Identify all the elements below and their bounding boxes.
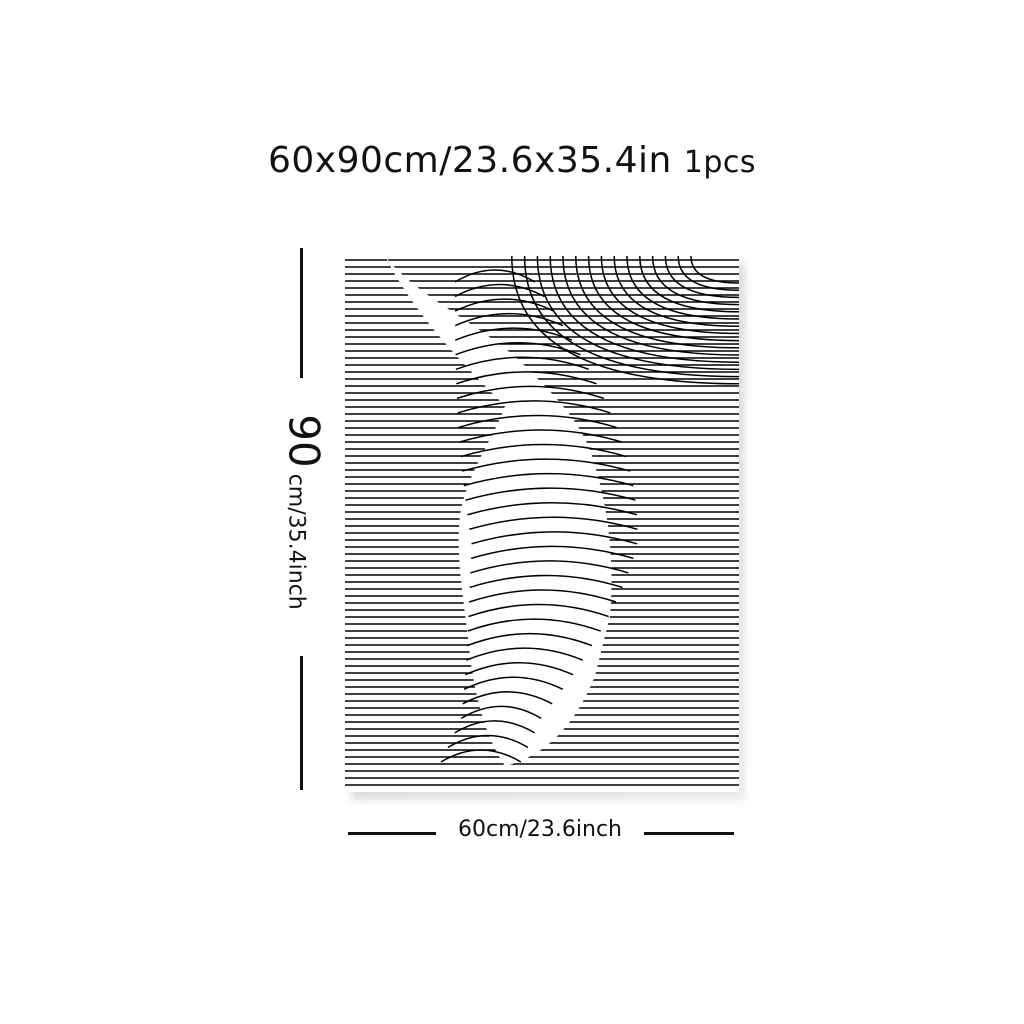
arm-contour (469, 574, 623, 589)
arm-contour (460, 443, 627, 458)
product-size-title: 60x90cm/23.6x35.4in 1pcs (0, 140, 1024, 181)
arm-contour (454, 720, 536, 734)
arm-contour (469, 516, 638, 530)
width-rule-left (348, 832, 436, 835)
arm-contour (463, 472, 634, 487)
arm-contour (440, 749, 522, 763)
height-label: 90 cm/35.4inch (280, 414, 329, 609)
corner-contour (690, 256, 739, 284)
arm-contour (447, 734, 529, 749)
canvas-print (345, 256, 745, 800)
corner-contour (575, 256, 739, 349)
arm-contour (463, 676, 564, 690)
corner-contour (536, 256, 739, 371)
arm-contour (454, 298, 555, 312)
arm-contour (462, 691, 553, 705)
arm-contour (464, 662, 574, 676)
corner-contour (562, 256, 739, 356)
corner-contour (523, 256, 739, 378)
arm-contour (470, 545, 634, 560)
width-rule-right (644, 832, 734, 835)
arm-contour (457, 400, 611, 414)
quantity-text: 1pcs (683, 145, 757, 180)
arm-shape (385, 256, 612, 766)
horizontal-lines (345, 259, 739, 786)
height-rule-bottom (300, 656, 303, 790)
arm-contour (459, 429, 623, 443)
corner-contour (511, 256, 739, 385)
arm-contour (458, 414, 617, 429)
arm-contour (468, 603, 609, 618)
width-label: 60cm/23.6inch (457, 817, 622, 842)
corner-contour (549, 256, 739, 363)
arm-contour (456, 371, 597, 385)
corner-contour (626, 256, 739, 320)
size-text: 60x90cm/23.6x35.4in (267, 140, 672, 181)
corner-contour (600, 256, 739, 335)
arm-contour (455, 356, 590, 370)
corner-contour (639, 256, 739, 313)
arm-contour (455, 327, 573, 341)
arm-contour (454, 312, 564, 327)
height-rule-top (300, 248, 303, 378)
arm-contour (465, 487, 636, 501)
corner-contour (677, 256, 739, 291)
arm-contour (462, 458, 631, 472)
corner-contour-lines (511, 256, 739, 385)
height-unit: cm/35.4inch (283, 473, 309, 610)
corner-contour (651, 256, 739, 306)
corner-contour (613, 256, 739, 327)
arm-contour (460, 705, 542, 720)
arm-contour (468, 589, 617, 603)
corner-contour (587, 256, 739, 342)
arm-contour-lines (440, 269, 638, 763)
arm-contour (456, 385, 605, 400)
arm-contour (454, 283, 545, 298)
arm-contour (471, 531, 638, 545)
arm-contour (466, 632, 593, 647)
height-value: 90 (279, 414, 329, 468)
arm-contour (465, 647, 584, 661)
arm-contour (467, 618, 601, 632)
arm-contour (467, 501, 638, 516)
line-art-hand-image (345, 256, 739, 792)
arm-contour (470, 560, 629, 574)
corner-contour (664, 256, 739, 299)
